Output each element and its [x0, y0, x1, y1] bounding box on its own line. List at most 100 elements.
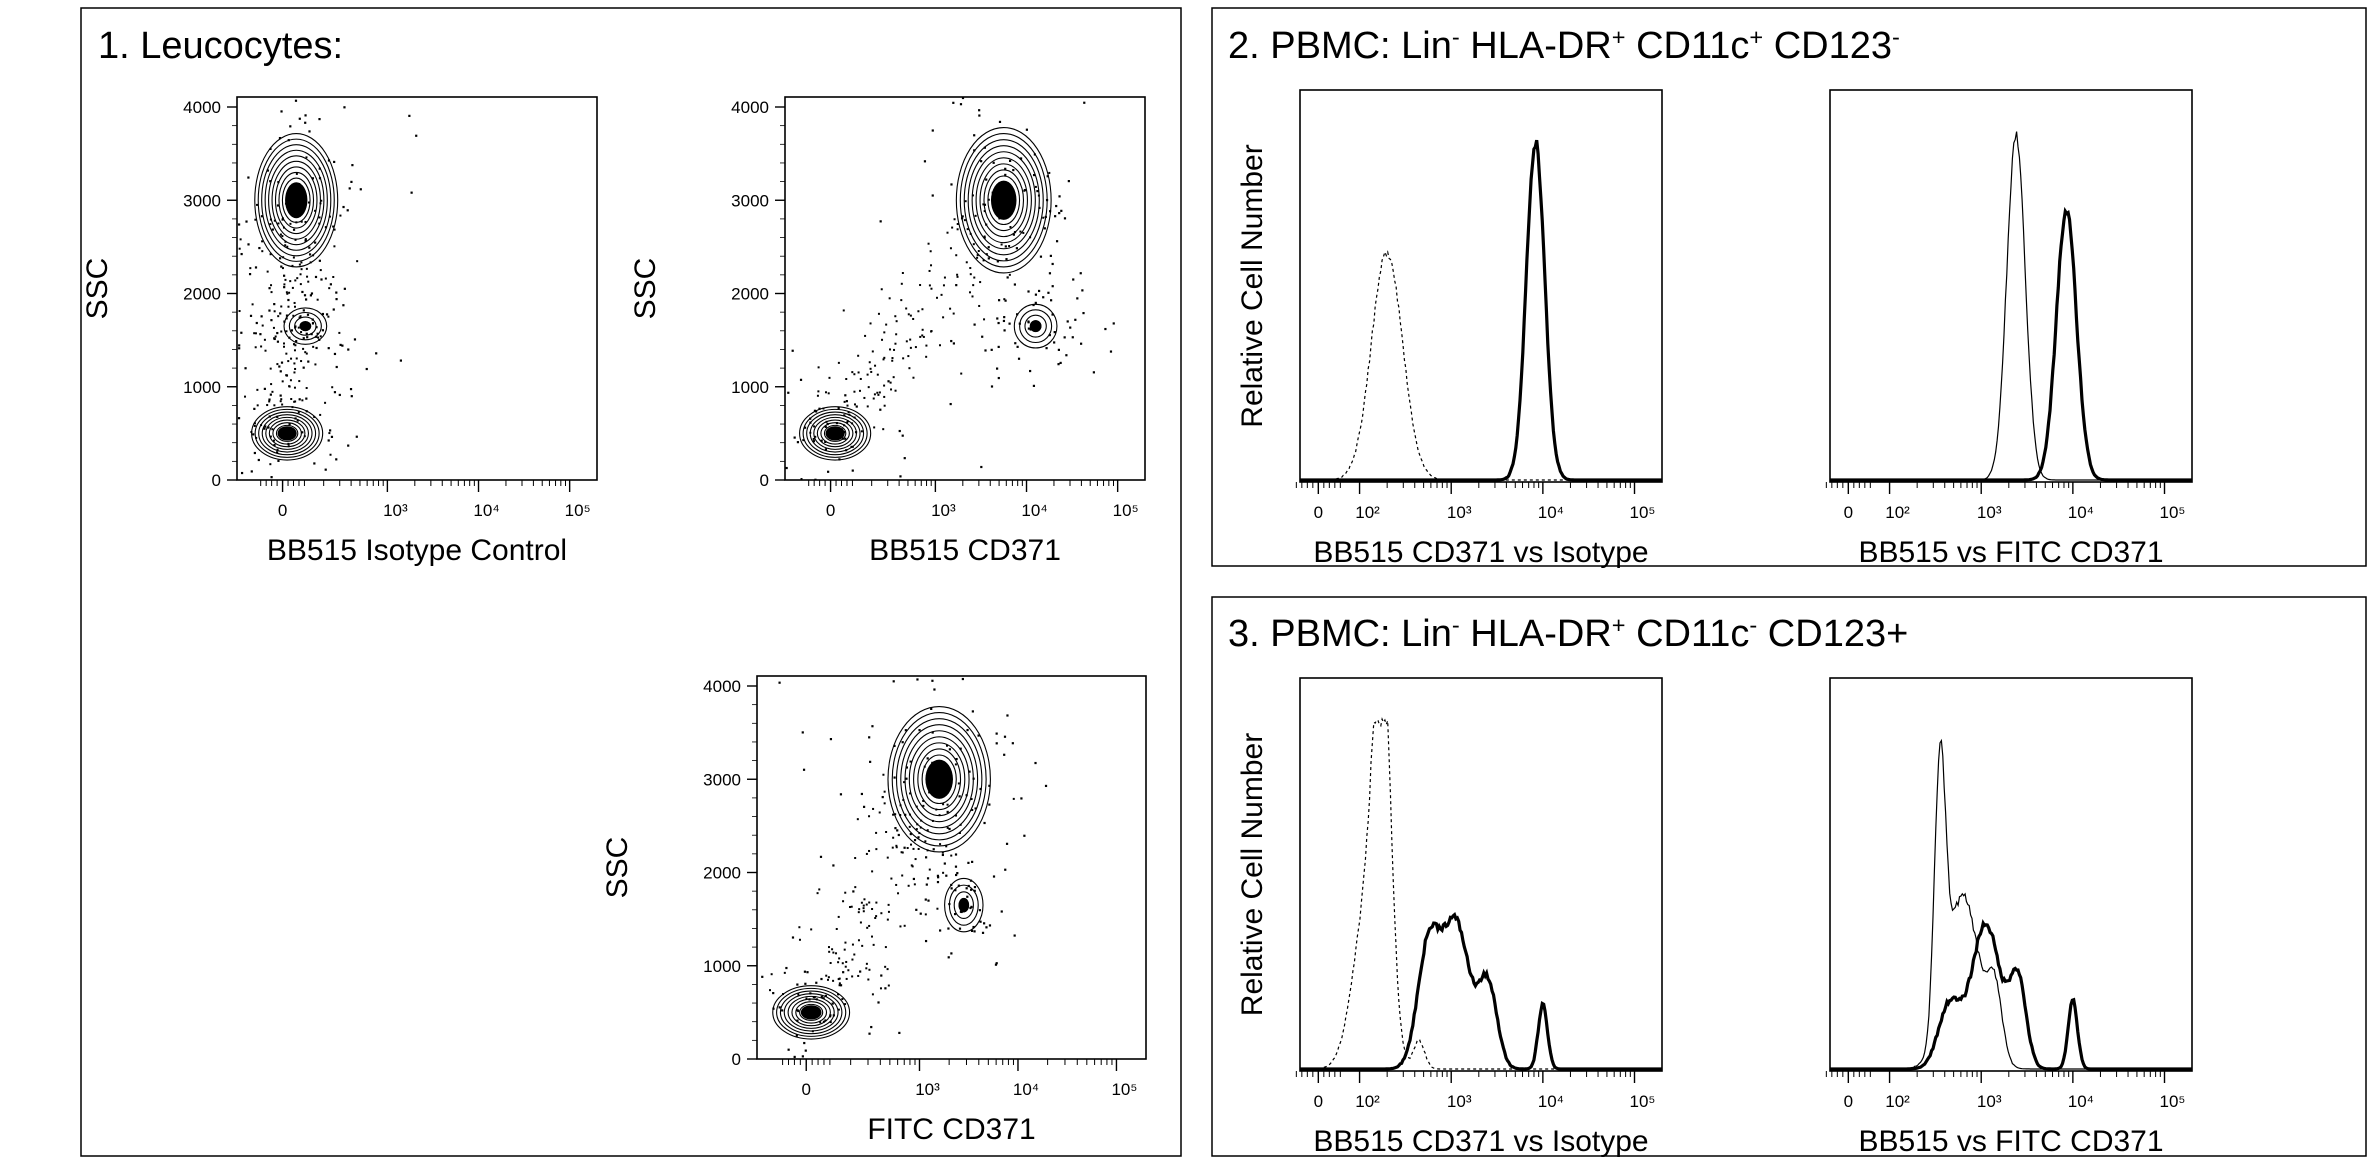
event-dot: [237, 223, 241, 226]
event-dot: [909, 792, 912, 795]
event-dot: [837, 961, 840, 964]
event-dot: [796, 441, 800, 444]
event-dot: [909, 832, 912, 836]
event-dot: [811, 1030, 814, 1033]
event-dot: [1059, 361, 1062, 365]
event-dot: [1052, 633, 1054, 635]
event-dot: [926, 877, 930, 880]
event-dot: [273, 404, 276, 407]
event-dot: [973, 889, 976, 892]
y-tick-label: 4000: [703, 677, 741, 696]
event-dot: [263, 387, 266, 390]
event-dot: [1000, 243, 1003, 246]
contour-line: [283, 307, 328, 345]
event-dot: [971, 809, 974, 812]
event-dot: [1004, 245, 1007, 248]
event-dot: [1008, 322, 1011, 325]
event-dot: [259, 333, 262, 336]
contour-core: [825, 426, 845, 441]
event-dot: [917, 310, 920, 313]
event-dot: [970, 888, 973, 891]
event-dot: [249, 267, 252, 270]
event-dot: [954, 889, 957, 892]
event-dot: [969, 232, 972, 235]
event-dot: [892, 836, 895, 839]
event-dot: [973, 149, 976, 152]
event-dot: [850, 905, 853, 908]
event-dot: [300, 268, 303, 271]
event-dot: [904, 729, 907, 732]
event-dot: [255, 436, 258, 439]
x-axis-label-6: BB515 vs FITC CD371: [1858, 1125, 2163, 1158]
event-dot: [873, 426, 876, 429]
event-dot: [1003, 298, 1006, 301]
event-dot: [1003, 753, 1006, 756]
event-dot: [972, 925, 975, 929]
event-dot: [239, 238, 242, 241]
event-dot: [837, 993, 840, 996]
event-dot: [930, 707, 933, 710]
event-dot: [269, 393, 272, 396]
event-dot: [270, 284, 273, 287]
event-dot: [987, 257, 990, 260]
event-dot: [271, 390, 274, 393]
event-dot: [277, 222, 280, 225]
y-tick-label: 0: [760, 471, 769, 490]
event-dot: [991, 191, 994, 194]
event-dot: [287, 445, 290, 448]
event-dot: [951, 226, 954, 229]
event-dot: [778, 681, 781, 684]
contour-line: [908, 736, 970, 823]
event-dot: [880, 288, 883, 291]
event-dot: [329, 429, 332, 432]
event-dot: [253, 407, 256, 410]
event-dot: [955, 284, 958, 287]
event-dot: [979, 281, 982, 284]
event-dot: [268, 400, 271, 403]
event-dot: [901, 272, 904, 275]
event-dot: [892, 376, 895, 379]
event-dot: [260, 215, 264, 218]
event-dot: [955, 814, 958, 817]
event-dot: [295, 340, 298, 343]
event-dot: [824, 391, 827, 394]
event-dot: [1029, 236, 1032, 239]
histogram-series-bold: [1830, 206, 2192, 482]
event-dot: [296, 277, 299, 280]
event-dot: [877, 393, 880, 396]
event-dot: [954, 853, 958, 856]
event-dot: [923, 160, 927, 163]
event-dot: [982, 259, 985, 262]
event-dot: [256, 388, 259, 391]
event-dot: [953, 912, 957, 916]
event-dot: [1034, 293, 1038, 296]
event-dot: [992, 161, 995, 164]
event-dot: [825, 974, 828, 977]
event-dot: [713, 1064, 715, 1066]
event-dot: [879, 408, 882, 411]
event-dot: [279, 400, 282, 403]
x-tick-label: 10³: [915, 1080, 940, 1099]
event-dot: [870, 935, 873, 938]
event-dot: [1048, 171, 1051, 174]
event-dot: [869, 367, 872, 370]
x-tick-label: 10³: [931, 501, 956, 520]
event-dot: [1051, 313, 1054, 316]
event-dot: [942, 803, 945, 806]
plot-frame-6: [1829, 677, 2193, 1072]
event-dot: [288, 422, 291, 426]
event-dot: [950, 854, 953, 857]
event-dot: [860, 901, 863, 904]
event-dot: [845, 977, 848, 980]
event-dot: [825, 420, 828, 423]
event-dot: [304, 220, 307, 223]
event-dot: [983, 146, 986, 149]
event-dot: [294, 367, 297, 370]
event-dot: [914, 346, 917, 349]
event-dot: [339, 214, 342, 217]
event-dot: [266, 404, 269, 407]
event-dot: [971, 860, 974, 863]
event-dot: [309, 294, 313, 297]
event-dot: [928, 284, 931, 287]
event-dot: [838, 984, 841, 987]
